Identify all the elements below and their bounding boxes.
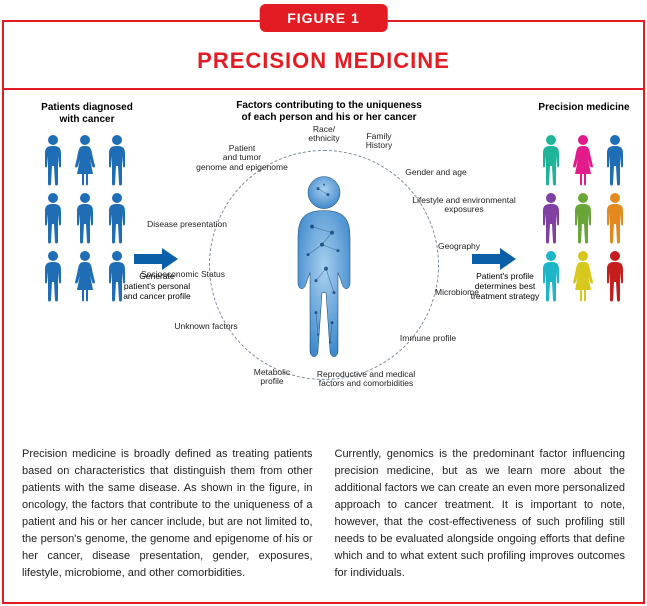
factor-label: Reproductive and medical factors and com… [306,370,426,389]
person-icon [42,134,64,186]
caption-right: Currently, genomics is the predominant f… [335,446,626,582]
arrow-left [134,248,178,270]
person-icon [604,250,626,302]
factor-label: Lifestyle and environmental exposures [400,196,528,215]
arrow-right-label: Patient's profile determines best treatm… [464,272,546,301]
factor-label: Race/ ethnicity [299,125,349,144]
factor-label: Gender and age [396,168,476,177]
heading-right: Precision medicine [534,102,634,114]
caption-columns: Precision medicine is broadly defined as… [4,430,643,602]
person-icon [540,250,562,302]
person-icon [604,134,626,186]
person-icon [74,134,96,186]
person-icon [572,134,594,186]
heading-center: Factors contributing to the uniqueness o… [224,100,434,124]
factor-label: Socioeconomic Status [136,270,230,279]
factor-label: Family History [354,132,404,151]
figure-title: PRECISION MEDICINE [4,22,643,90]
factor-label: Patient and tumor genome and epigenome [194,144,290,172]
factor-label: Unknown factors [166,322,246,331]
person-icon [540,134,562,186]
person-icon [42,192,64,244]
caption-left: Precision medicine is broadly defined as… [22,446,313,582]
person-icon [42,250,64,302]
person-icon [106,134,128,186]
person-icon [572,250,594,302]
patients-grid-uniform [42,134,128,302]
figure-tab: FIGURE 1 [259,4,388,32]
person-icon [540,192,562,244]
person-icon [604,192,626,244]
arrow-right [472,248,516,270]
heading-left: Patients diagnosed with cancer [32,102,142,126]
figure-container: FIGURE 1 PRECISION MEDICINE Patients dia… [2,20,645,604]
factor-label: Immune profile [388,334,468,343]
center-person-icon [288,173,360,363]
patients-grid-diverse [540,134,626,302]
person-icon [106,192,128,244]
person-icon [74,192,96,244]
person-icon [572,192,594,244]
factor-label: Metabolic profile [242,368,302,387]
person-icon [74,250,96,302]
diagram-area: Patients diagnosed with cancer Factors c… [4,90,643,430]
factor-label: Disease presentation [142,220,232,229]
